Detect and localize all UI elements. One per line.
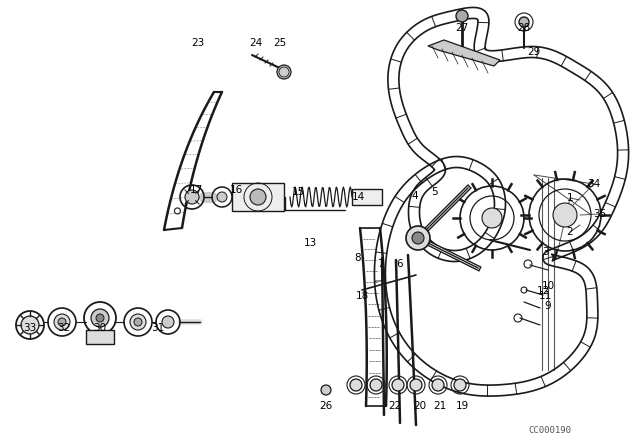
- Circle shape: [134, 318, 142, 326]
- Circle shape: [410, 379, 422, 391]
- Bar: [86, 330, 114, 344]
- Bar: [232, 183, 284, 211]
- Bar: [352, 189, 382, 205]
- Text: 20: 20: [413, 401, 427, 411]
- Text: 35: 35: [593, 209, 607, 219]
- Circle shape: [21, 316, 39, 334]
- Text: 8: 8: [355, 253, 362, 263]
- Text: 27: 27: [456, 23, 468, 33]
- Text: 31: 31: [152, 323, 164, 333]
- Polygon shape: [428, 40, 500, 66]
- Text: 22: 22: [388, 401, 402, 411]
- Circle shape: [58, 318, 66, 326]
- Circle shape: [162, 316, 174, 328]
- Circle shape: [130, 314, 146, 330]
- Circle shape: [553, 203, 577, 227]
- Text: 34: 34: [588, 179, 600, 189]
- Text: 23: 23: [191, 38, 205, 48]
- Text: 19: 19: [456, 401, 468, 411]
- Circle shape: [392, 379, 404, 391]
- Text: 17: 17: [189, 185, 203, 195]
- Text: 21: 21: [433, 401, 447, 411]
- Circle shape: [185, 190, 199, 204]
- Circle shape: [432, 379, 444, 391]
- Circle shape: [54, 314, 70, 330]
- Text: 32: 32: [58, 323, 70, 333]
- Text: 7: 7: [377, 259, 383, 269]
- Text: 3: 3: [541, 247, 548, 257]
- Circle shape: [217, 192, 227, 202]
- Text: 1: 1: [566, 193, 573, 203]
- Circle shape: [519, 17, 529, 27]
- Circle shape: [250, 189, 266, 205]
- Circle shape: [406, 226, 430, 250]
- Circle shape: [482, 208, 502, 228]
- Text: 4: 4: [412, 191, 419, 201]
- Circle shape: [350, 379, 362, 391]
- Text: 25: 25: [273, 38, 287, 48]
- Circle shape: [321, 385, 331, 395]
- Text: 2: 2: [566, 227, 573, 237]
- Text: 11: 11: [538, 291, 552, 301]
- Text: 14: 14: [351, 192, 365, 202]
- Text: 33: 33: [24, 323, 36, 333]
- Circle shape: [454, 379, 466, 391]
- Text: CC000190: CC000190: [529, 426, 572, 435]
- Text: 29: 29: [527, 47, 541, 57]
- Text: 18: 18: [355, 291, 369, 301]
- Text: 16: 16: [229, 185, 243, 195]
- Text: 10: 10: [541, 281, 555, 291]
- Text: 30: 30: [93, 323, 107, 333]
- Circle shape: [277, 65, 291, 79]
- Circle shape: [91, 309, 109, 327]
- Circle shape: [456, 10, 468, 22]
- Text: 24: 24: [250, 38, 262, 48]
- Text: 15: 15: [291, 187, 305, 197]
- Circle shape: [412, 232, 424, 244]
- Text: 6: 6: [397, 259, 403, 269]
- Text: 12: 12: [536, 286, 550, 296]
- Circle shape: [370, 379, 382, 391]
- Text: 9: 9: [545, 301, 551, 311]
- Text: 28: 28: [517, 23, 531, 33]
- Text: 5: 5: [432, 187, 438, 197]
- Circle shape: [96, 314, 104, 322]
- Text: 26: 26: [319, 401, 333, 411]
- Text: 13: 13: [303, 238, 317, 248]
